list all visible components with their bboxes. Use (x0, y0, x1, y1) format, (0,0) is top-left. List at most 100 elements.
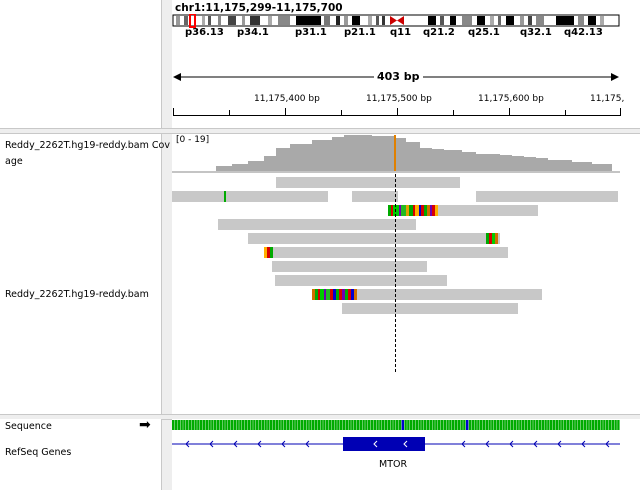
feature-left-panel: Sequence ➡ RefSeq Genes (0, 417, 162, 490)
sequence-base (174, 420, 178, 430)
ruler-tick-label: 11,175,600 bp (478, 94, 544, 104)
alignment-read[interactable] (276, 177, 460, 188)
sequence-base (452, 420, 455, 430)
sequence-base (225, 420, 228, 430)
sequence-track[interactable] (172, 420, 622, 430)
coverage-track-label-wrap[interactable]: age (5, 156, 23, 167)
ruler-tick (453, 110, 454, 115)
sequence-base (275, 420, 278, 430)
alignment-read[interactable] (218, 219, 416, 230)
sequence-base (606, 420, 609, 430)
sequence-base (429, 420, 432, 430)
sequence-base (575, 420, 578, 430)
ruler-tick (620, 108, 621, 115)
coverage-track-label[interactable]: Reddy_2262T.hg19-reddy.bam Cov (5, 140, 170, 151)
sequence-base (589, 420, 592, 430)
alignment-read[interactable] (275, 275, 447, 286)
sequence-base (499, 420, 502, 430)
refseq-track-label[interactable]: RefSeq Genes (5, 447, 72, 458)
sequence-base (359, 420, 362, 430)
ruler-tick (565, 110, 566, 115)
sequence-base (611, 420, 614, 430)
sequence-base (502, 420, 505, 430)
soft-clip-bases (312, 289, 357, 300)
data-right-panel[interactable]: [0 - 19] (172, 134, 640, 415)
sequence-base (446, 420, 449, 430)
sequence-base (264, 420, 267, 430)
sequence-base (597, 420, 600, 430)
sequence-base (564, 420, 567, 430)
center-line (395, 174, 396, 372)
alignment-read[interactable] (352, 191, 398, 202)
sequence-base (323, 420, 326, 430)
gene-track[interactable] (172, 435, 622, 453)
sequence-base (295, 420, 298, 430)
alignment-read[interactable] (248, 233, 500, 244)
sequence-base (592, 420, 595, 430)
sequence-base (418, 420, 421, 430)
sequence-base (600, 420, 603, 430)
alignment-read[interactable] (312, 289, 542, 300)
sequence-base (494, 420, 497, 430)
sequence-base (536, 420, 539, 430)
sequence-track-label[interactable]: Sequence (5, 421, 52, 432)
sequence-base (200, 420, 203, 430)
sequence-base (331, 420, 334, 430)
sequence-base (443, 420, 446, 430)
sequence-base (438, 420, 441, 430)
sequence-base (482, 420, 486, 430)
sequence-base (555, 420, 558, 430)
sequence-base (519, 420, 522, 430)
chromosome-ideogram[interactable] (172, 14, 622, 28)
sequence-base (337, 420, 340, 430)
sequence-base (236, 420, 239, 430)
sequence-base (362, 420, 365, 430)
sequence-base (522, 420, 525, 430)
alignment-read[interactable] (476, 191, 618, 202)
alignment-read[interactable] (272, 261, 427, 272)
sequence-base (401, 420, 404, 430)
alignment-read[interactable] (172, 191, 328, 202)
sequence-base (180, 420, 183, 430)
alignment-read[interactable] (264, 247, 508, 258)
sequence-base (300, 420, 304, 430)
sequence-base (317, 420, 320, 430)
sequence-base (398, 420, 402, 430)
sequence-base (480, 420, 483, 430)
sequence-base (284, 420, 287, 430)
cytoband-label: p31.1 (295, 27, 327, 38)
sequence-base (583, 420, 586, 430)
sequence-base (538, 420, 542, 430)
sequence-base (205, 420, 208, 430)
sequence-base (608, 420, 612, 430)
sequence-base (440, 420, 444, 430)
horizontal-divider[interactable] (0, 128, 640, 134)
sequence-base (513, 420, 516, 430)
soft-clip-bases (264, 247, 273, 258)
strand-arrow-icon[interactable]: ➡ (139, 417, 151, 433)
sequence-base (281, 420, 284, 430)
sequence-base (393, 420, 396, 430)
header-left-panel (0, 0, 162, 129)
alignment-track-label[interactable]: Reddy_2262T.hg19-reddy.bam (5, 289, 149, 300)
sequence-base (194, 420, 197, 430)
sequence-base (578, 420, 581, 430)
ruler-baseline (173, 115, 621, 116)
sequence-base (186, 420, 189, 430)
gene-name-label[interactable]: MTOR (379, 459, 408, 470)
alignment-read[interactable] (388, 205, 538, 216)
sequence-base (247, 420, 250, 430)
coverage-histogram[interactable] (172, 134, 622, 174)
alignment-read[interactable] (342, 303, 518, 314)
sequence-base (435, 420, 438, 430)
sequence-base (569, 420, 572, 430)
ruler-tick (285, 108, 286, 115)
sequence-base (368, 420, 371, 430)
sequence-base (485, 420, 488, 430)
sequence-base (558, 420, 561, 430)
sequence-base (312, 420, 315, 430)
sequence-base (424, 420, 427, 430)
data-left-panel: Reddy_2262T.hg19-reddy.bam Cov age Reddy… (0, 134, 170, 415)
sequence-base (410, 420, 413, 430)
ruler-tick (229, 110, 230, 115)
